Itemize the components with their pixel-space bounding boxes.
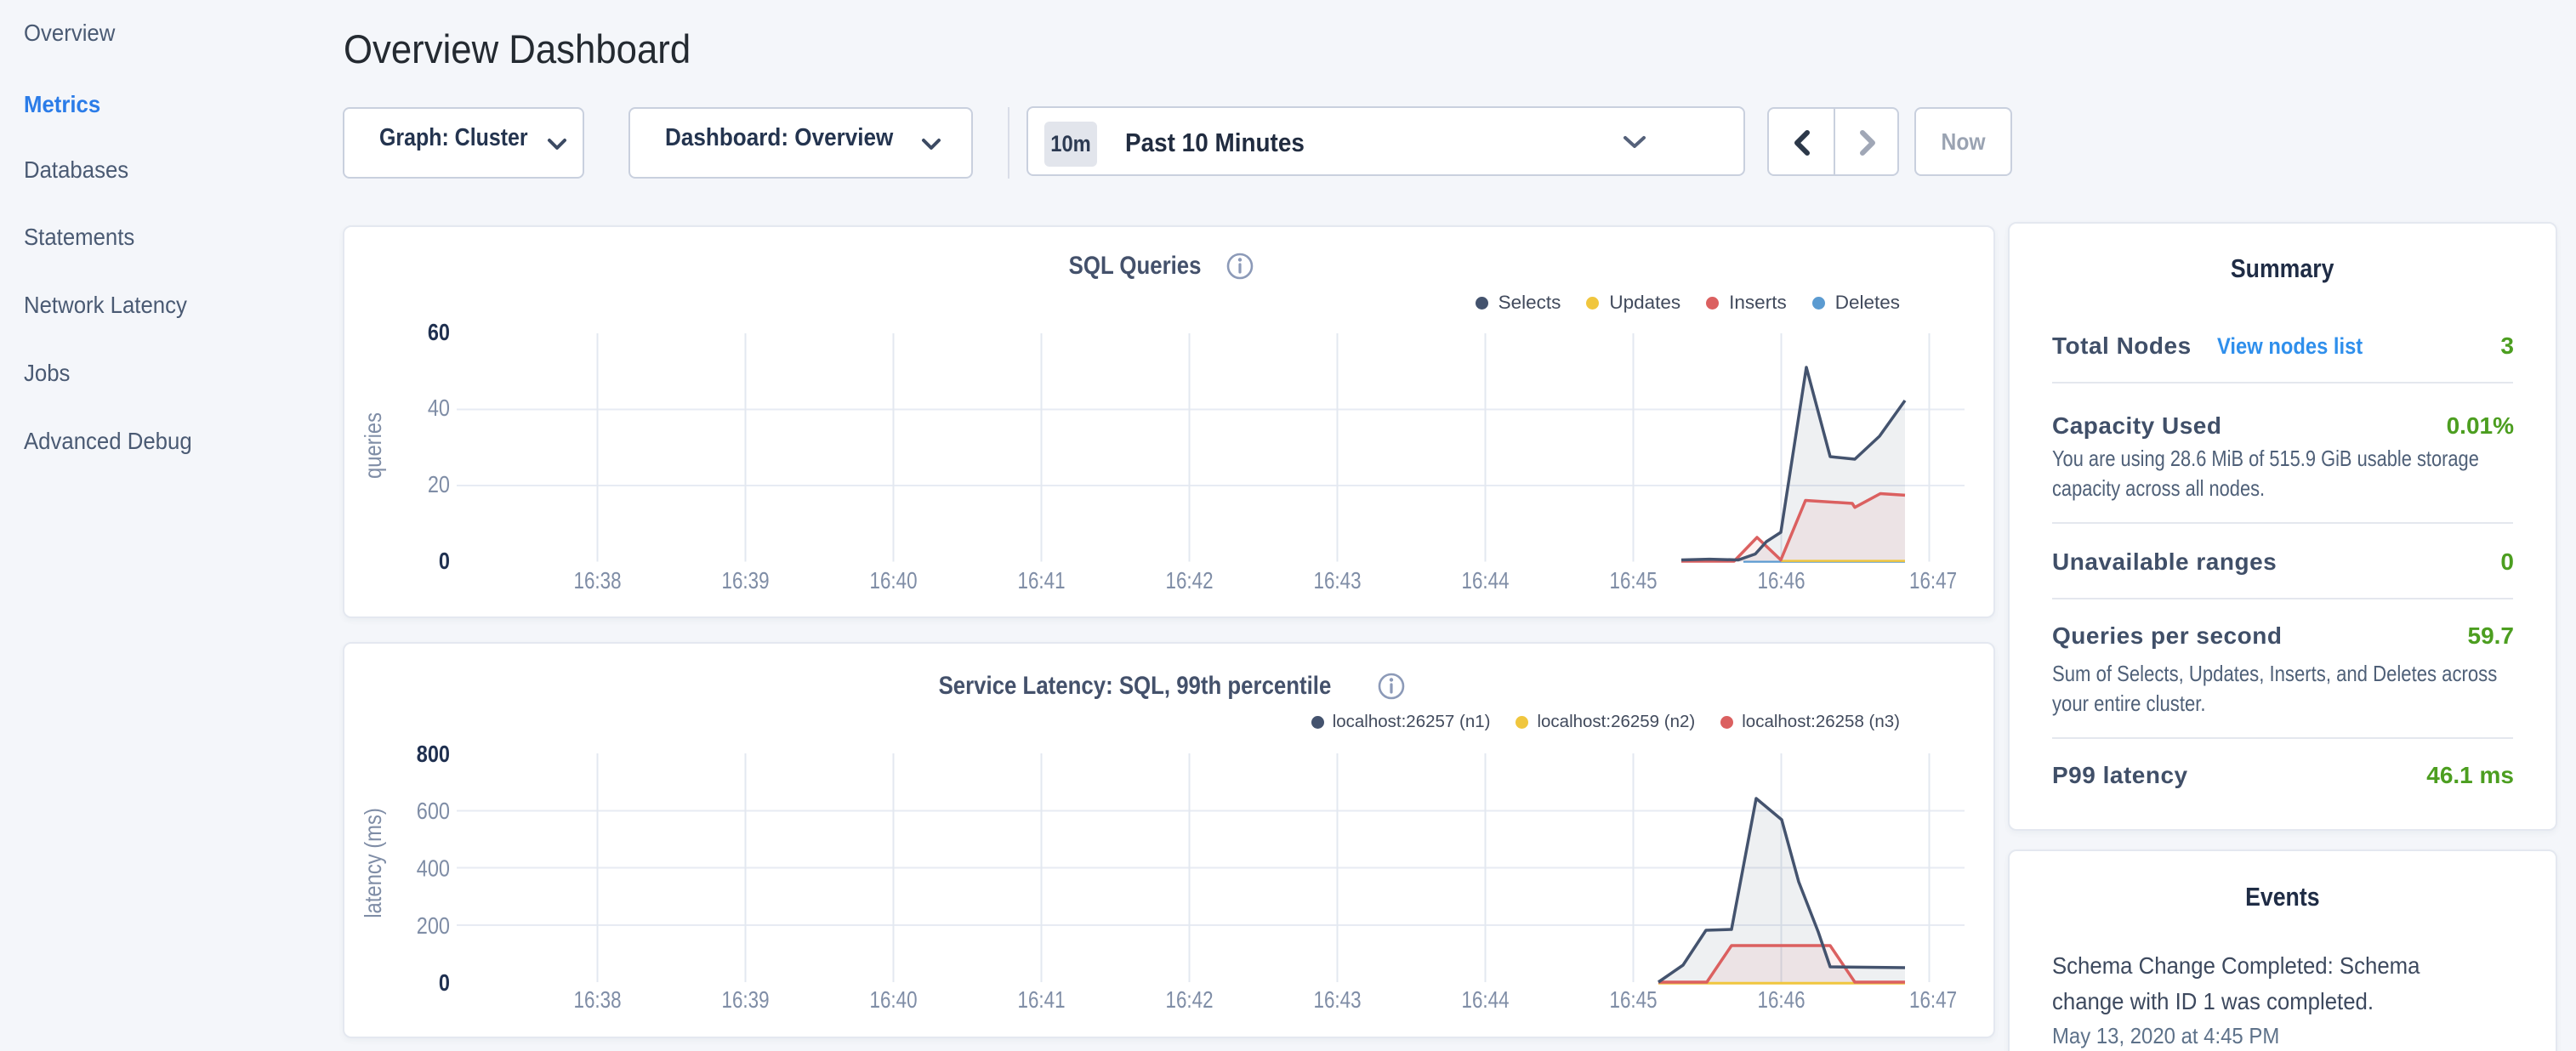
svg-text:16:45: 16:45: [1609, 568, 1657, 594]
svg-text:queries: queries: [359, 412, 386, 479]
svg-text:20: 20: [428, 472, 450, 497]
svg-text:400: 400: [417, 856, 450, 882]
svg-text:600: 600: [417, 798, 450, 824]
svg-text:16:42: 16:42: [1165, 568, 1213, 594]
svg-text:16:45: 16:45: [1609, 987, 1657, 1014]
svg-text:16:46: 16:46: [1757, 987, 1805, 1014]
svg-text:0: 0: [439, 548, 450, 574]
svg-text:16:47: 16:47: [1909, 568, 1957, 594]
svg-text:16:40: 16:40: [869, 987, 917, 1014]
svg-text:16:44: 16:44: [1461, 987, 1509, 1014]
svg-text:16:38: 16:38: [573, 987, 621, 1014]
svg-text:16:43: 16:43: [1313, 568, 1361, 594]
svg-text:200: 200: [417, 913, 450, 939]
svg-text:0: 0: [439, 970, 450, 996]
svg-text:16:47: 16:47: [1909, 987, 1957, 1014]
svg-text:16:43: 16:43: [1313, 987, 1361, 1014]
svg-text:800: 800: [417, 741, 450, 767]
svg-text:40: 40: [428, 395, 450, 421]
svg-text:16:42: 16:42: [1165, 987, 1213, 1014]
svg-text:16:41: 16:41: [1017, 987, 1065, 1014]
svg-text:16:44: 16:44: [1461, 568, 1509, 594]
svg-text:16:41: 16:41: [1017, 568, 1065, 594]
svg-text:16:39: 16:39: [721, 987, 769, 1014]
svg-text:16:39: 16:39: [721, 568, 769, 594]
svg-text:16:38: 16:38: [573, 568, 621, 594]
svg-text:60: 60: [428, 320, 450, 345]
svg-text:16:40: 16:40: [869, 568, 917, 594]
svg-text:16:46: 16:46: [1757, 568, 1805, 594]
svg-text:latency (ms): latency (ms): [359, 808, 386, 918]
